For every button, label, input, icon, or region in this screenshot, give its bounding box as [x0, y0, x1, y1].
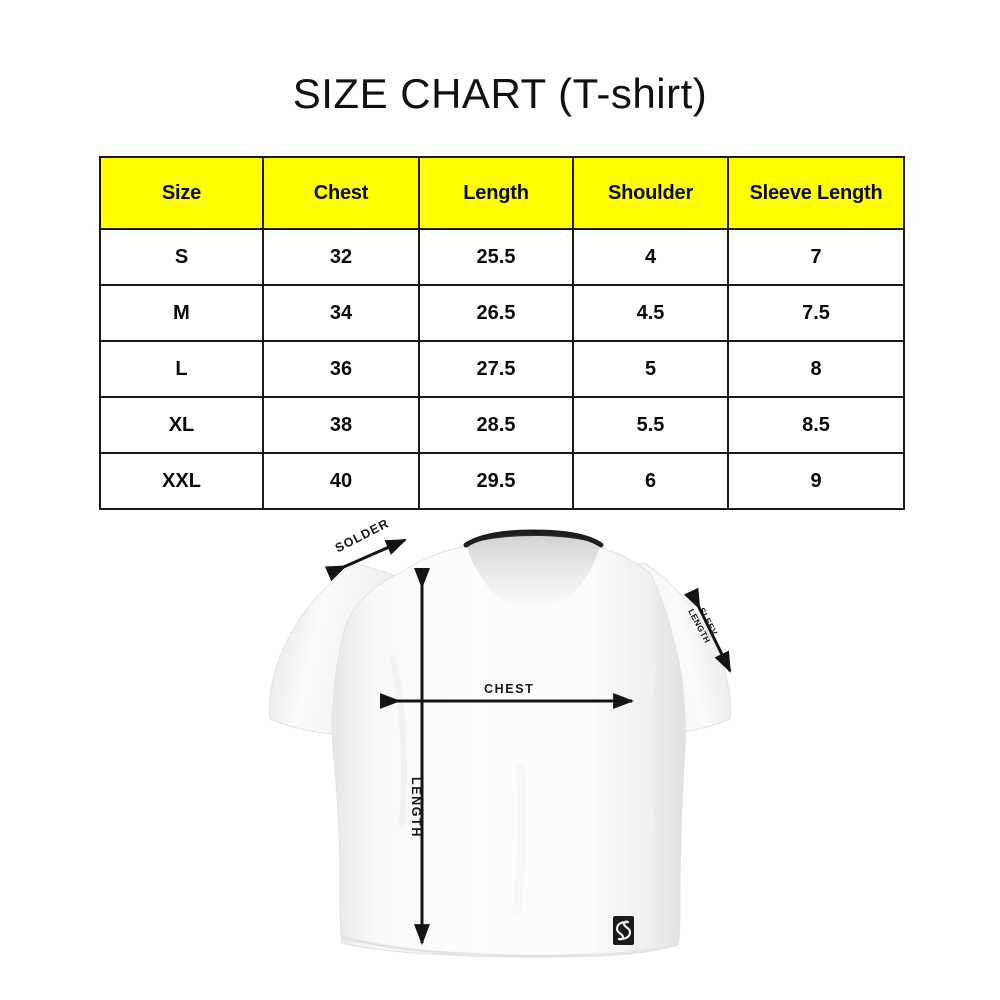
- shoulder-arrow: [324, 538, 407, 582]
- tshirt-measurement-diagram: SOLDER CHEST LENGTH SLEEV LENGTH: [0, 505, 1000, 995]
- cell-shoulder: 5: [572, 340, 729, 398]
- cell-size: S: [99, 228, 264, 286]
- table-row: S 32 25.5 4 7: [99, 228, 905, 286]
- hem-line: [341, 935, 679, 958]
- column-header-sleeve-length: Sleeve Length: [727, 156, 905, 230]
- cell-length: 25.5: [418, 228, 574, 286]
- cell-size: M: [99, 284, 264, 342]
- cell-size: XL: [99, 396, 264, 454]
- cell-chest: 32: [262, 228, 420, 286]
- table-row: L 36 27.5 5 8: [99, 340, 905, 398]
- column-header-chest: Chest: [262, 156, 420, 230]
- cell-sleeve-length: 7: [727, 228, 905, 286]
- tshirt-body: [331, 545, 686, 958]
- cell-sleeve-length: 9: [727, 452, 905, 510]
- cell-shoulder: 6: [572, 452, 729, 510]
- cell-size: XXL: [99, 452, 264, 510]
- column-header-shoulder: Shoulder: [572, 156, 729, 230]
- tshirt-garment: [269, 529, 731, 958]
- tshirt-illustration: [269, 529, 732, 958]
- cell-chest: 40: [262, 452, 420, 510]
- table-row: XXL 40 29.5 6 9: [99, 452, 905, 510]
- size-chart-table: Size Chest Length Shoulder Sleeve Length…: [99, 156, 905, 510]
- cell-sleeve-length: 7.5: [727, 284, 905, 342]
- cell-chest: 36: [262, 340, 420, 398]
- fabric-fold-2: [644, 664, 656, 836]
- cell-chest: 34: [262, 284, 420, 342]
- column-header-size: Size: [99, 156, 264, 230]
- cell-length: 28.5: [418, 396, 574, 454]
- chest-measurement-label: CHEST: [484, 682, 535, 696]
- sleeve-length-arrow: [683, 587, 732, 673]
- cell-length: 26.5: [418, 284, 574, 342]
- cell-shoulder: 4: [572, 228, 729, 286]
- cell-size: L: [99, 340, 264, 398]
- collar-inner: [466, 533, 600, 609]
- cell-sleeve-length: 8: [727, 340, 905, 398]
- cell-shoulder: 4.5: [572, 284, 729, 342]
- cell-chest: 38: [262, 396, 420, 454]
- collar-band-shadow: [463, 529, 604, 548]
- cell-length: 27.5: [418, 340, 574, 398]
- table-row: XL 38 28.5 5.5 8.5: [99, 396, 905, 454]
- measurement-arrows: [324, 538, 732, 946]
- cell-shoulder: 5.5: [572, 396, 729, 454]
- fabric-fold-1: [389, 654, 407, 828]
- column-header-length: Length: [418, 156, 574, 230]
- table-header-row: Size Chest Length Shoulder Sleeve Length: [99, 156, 905, 230]
- fabric-fold-3: [511, 764, 527, 916]
- cell-sleeve-length: 8.5: [727, 396, 905, 454]
- page-title: SIZE CHART (T-shirt): [292, 70, 708, 117]
- table-row: M 34 26.5 4.5 7.5: [99, 284, 905, 342]
- brand-tag: [613, 916, 634, 945]
- length-measurement-label: LENGTH: [409, 777, 423, 838]
- brand-logo-glyph: [615, 920, 632, 941]
- brand-tag-rect: [613, 916, 634, 945]
- cell-length: 29.5: [418, 452, 574, 510]
